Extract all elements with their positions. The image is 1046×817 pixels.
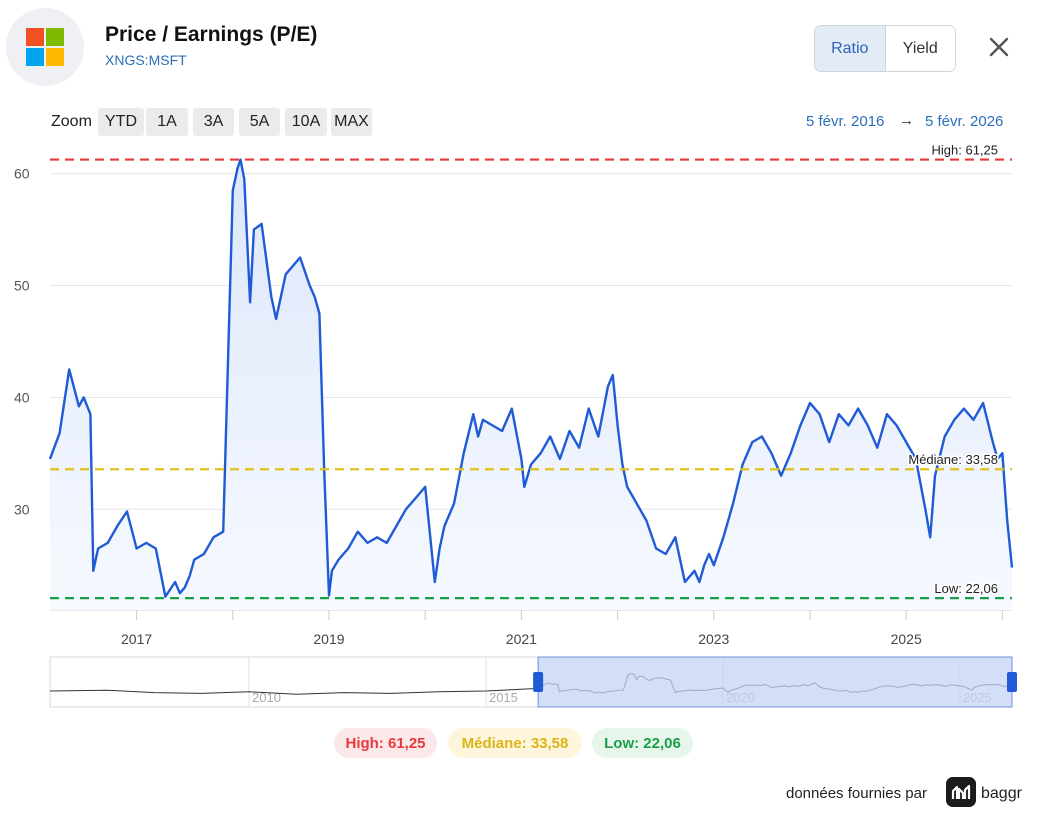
zoom-max-button[interactable]: MAX xyxy=(331,108,372,136)
pe-chart[interactable]: 30 40 50 60 2017 2019 2021 2023 2025 High: 61,25 M… xyxy=(0,140,1046,720)
page-title: Price / Earnings (P/E) xyxy=(105,23,318,46)
range-start-date[interactable]: 5 févr. 2016 xyxy=(806,113,885,130)
reference-label: Médiane: 33,58 xyxy=(908,452,998,467)
microsoft-logo-icon xyxy=(26,28,64,66)
navigator-left-handle[interactable] xyxy=(533,672,544,692)
x-tick-label: 2017 xyxy=(121,631,152,647)
logo-quadrant xyxy=(46,48,64,66)
x-tick-label: 2021 xyxy=(506,631,537,647)
ratio-button[interactable]: Ratio xyxy=(815,26,886,71)
low-summary-badge: Low: 22,06 xyxy=(592,728,693,758)
y-tick-label: 30 xyxy=(14,501,30,517)
navigator-selection xyxy=(537,656,1013,708)
zoom-5a-button[interactable]: 5A xyxy=(239,108,280,136)
logo-quadrant xyxy=(46,28,64,46)
range-end-date[interactable]: 5 févr. 2026 xyxy=(925,113,1004,130)
pe-line xyxy=(48,158,1014,598)
zoom-3a-button[interactable]: 3A xyxy=(193,108,234,136)
range-arrow: → xyxy=(899,112,914,129)
logo-quadrant xyxy=(26,28,44,46)
logo-quadrant xyxy=(26,48,44,66)
baggr-brand[interactable]: baggr xyxy=(981,785,1022,802)
high-summary-badge: High: 61,25 xyxy=(334,728,437,758)
reference-label: Low: 22,06 xyxy=(934,581,998,596)
company-logo xyxy=(6,8,84,86)
data-credit: données fournies par xyxy=(786,785,927,802)
navigator-tick-label: 2010 xyxy=(252,690,281,705)
navigator-right-handle[interactable] xyxy=(1007,672,1017,692)
reference-label: High: 61,25 xyxy=(932,143,999,158)
y-tick-label: 60 xyxy=(14,166,30,182)
x-tick-label: 2025 xyxy=(891,631,922,647)
baggr-logo-icon[interactable] xyxy=(946,777,976,807)
median-summary-badge: Médiane: 33,58 xyxy=(448,728,582,758)
ratio-yield-toggle: Ratio Yield xyxy=(814,25,956,72)
zoom-10a-button[interactable]: 10A xyxy=(285,108,327,136)
x-tick-label: 2023 xyxy=(698,631,729,647)
zoom-label: Zoom xyxy=(51,113,92,130)
y-tick-label: 40 xyxy=(14,389,30,405)
ticker-symbol: XNGS:MSFT xyxy=(105,52,187,68)
x-tick-label: 2019 xyxy=(313,631,344,647)
pe-area-fill xyxy=(50,159,1012,610)
zoom-1a-button[interactable]: 1A xyxy=(146,108,188,136)
navigator-tick-label: 2015 xyxy=(489,690,518,705)
zoom-ytd-button[interactable]: YTD xyxy=(98,108,144,136)
yield-button[interactable]: Yield xyxy=(885,26,955,71)
y-tick-label: 50 xyxy=(14,277,30,293)
close-icon[interactable] xyxy=(986,34,1012,60)
